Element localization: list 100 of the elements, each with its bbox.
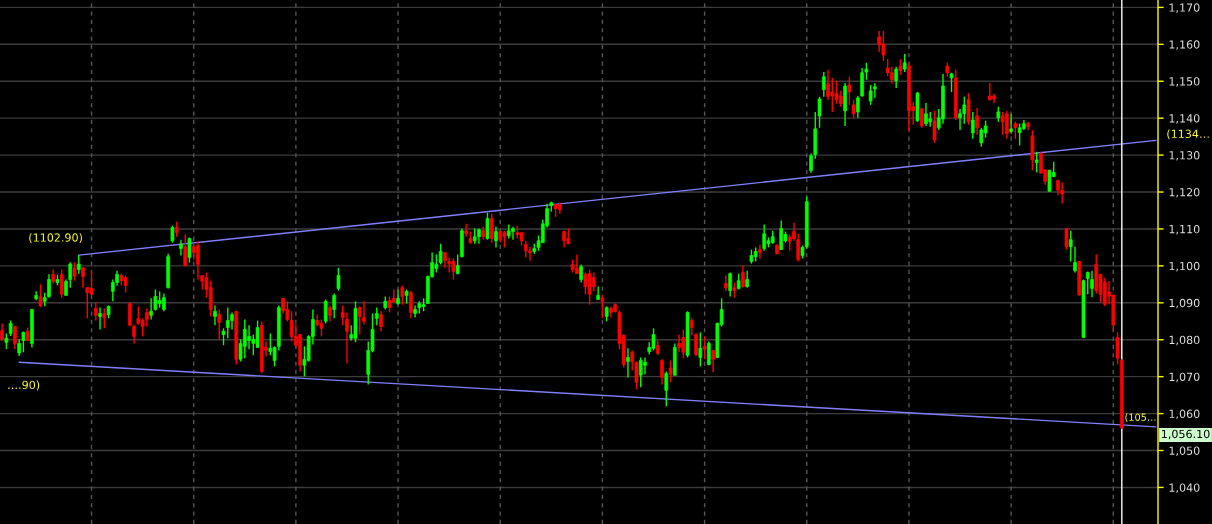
- candlestick: [511, 226, 515, 241]
- candlestick: [1102, 276, 1107, 307]
- y-tick-label: 1,140: [1169, 114, 1200, 124]
- candlestick: [13, 325, 17, 350]
- data-label: (1102.90): [29, 233, 82, 244]
- candlestick: [196, 240, 200, 281]
- candlestick: [323, 298, 328, 325]
- y-tick-label: 1,090: [1169, 298, 1200, 309]
- candlestick: [47, 273, 51, 299]
- candlestick: [451, 257, 456, 281]
- candlestick: [966, 92, 971, 126]
- candlestick: [413, 304, 417, 319]
- y-tick-label: 1,050: [1169, 446, 1200, 457]
- candlestick: [779, 219, 784, 251]
- candlestick: [702, 335, 707, 360]
- candlestick: [1064, 227, 1069, 251]
- candlestick: [76, 254, 81, 275]
- candlestick: [400, 284, 405, 306]
- candlestick: [81, 267, 85, 289]
- data-label: (105…: [1125, 413, 1156, 422]
- candlestick: [868, 84, 873, 106]
- candlestick: [1009, 113, 1013, 135]
- y-tick-label: 1,080: [1169, 335, 1200, 346]
- candlestick: [379, 310, 383, 332]
- candlestick: [208, 279, 213, 318]
- candlestick: [187, 236, 192, 264]
- candlestick: [38, 283, 43, 308]
- candlestick: [247, 324, 251, 351]
- candlestick: [583, 271, 588, 296]
- candlestick: [102, 307, 107, 329]
- y-tick-label: 1,060: [1169, 409, 1200, 420]
- candlestick: [362, 300, 366, 326]
- candlestick: [1115, 331, 1120, 366]
- y-tick-label: 1,100: [1169, 261, 1200, 272]
- candlestick: [638, 356, 643, 389]
- candlestick: [213, 304, 217, 327]
- candlestick: [821, 71, 826, 98]
- y-tick-label: 1,110: [1169, 224, 1200, 235]
- candlestick: [724, 274, 728, 293]
- candlestick: [59, 268, 64, 299]
- candlestick: [242, 318, 247, 359]
- candlestick: [489, 213, 494, 244]
- candlestick: [970, 111, 975, 140]
- candlestick: [677, 333, 681, 353]
- candlestick: [664, 370, 669, 407]
- candlestick: [987, 82, 992, 102]
- candlestick: [408, 290, 413, 320]
- y-tick-label: 1,070: [1169, 372, 1200, 383]
- candlestick: [924, 102, 928, 127]
- candlestick: [183, 233, 188, 268]
- candlestick: [681, 328, 686, 359]
- candlestick: [179, 238, 183, 257]
- candlestick: [626, 347, 630, 379]
- candlestick: [332, 292, 337, 320]
- candlestick: [609, 305, 613, 319]
- data-label: (1134…: [1167, 129, 1209, 140]
- candlestick: [1000, 111, 1005, 136]
- candlestick: [345, 311, 349, 365]
- y-tick-label: 1,130: [1169, 151, 1200, 161]
- candlestick: [68, 261, 73, 289]
- candlestick: [698, 331, 703, 368]
- y-tick-label: 1,150: [1169, 77, 1200, 87]
- candlestick: [93, 301, 98, 322]
- candlestick: [979, 127, 984, 148]
- candlestick: [660, 358, 664, 386]
- candlestick: [225, 306, 230, 339]
- candlestick: [587, 268, 592, 306]
- text: 1,056.10: [1162, 429, 1210, 440]
- candlestick: [579, 263, 583, 284]
- candlestick: [932, 110, 937, 144]
- candlestick: [336, 267, 341, 292]
- candlestick: [357, 305, 362, 336]
- candlestick: [902, 53, 907, 73]
- candlestick: [881, 30, 886, 62]
- candlestick: [958, 108, 962, 131]
- candlestick: [830, 77, 835, 113]
- candlestick: [1068, 230, 1073, 263]
- candlestick: [651, 327, 656, 352]
- candlestick: [528, 245, 532, 262]
- candlestick: [1073, 245, 1077, 274]
- candlestick: [711, 349, 715, 373]
- candlestick: [894, 66, 899, 89]
- candlestick: [826, 69, 830, 101]
- candlestick: [494, 226, 498, 249]
- y-tick-label: 1,170: [1169, 3, 1200, 13]
- y-tick-label: 1,040: [1169, 483, 1200, 493]
- candlestick: [1017, 123, 1022, 147]
- candlestick: [762, 223, 767, 252]
- candlestick: [1060, 181, 1065, 205]
- candlestick: [434, 253, 439, 274]
- candlestick: [975, 107, 979, 136]
- candlestick: [741, 264, 745, 289]
- candlestick: [643, 356, 647, 376]
- candlestick: [668, 359, 673, 383]
- candlestick: [758, 243, 762, 260]
- candlestick: [217, 308, 222, 341]
- y-tick-label: 1,120: [1169, 188, 1200, 198]
- candlestick: [98, 306, 102, 331]
- candlestick: [485, 212, 490, 241]
- y-tick-label: 1,160: [1169, 40, 1200, 50]
